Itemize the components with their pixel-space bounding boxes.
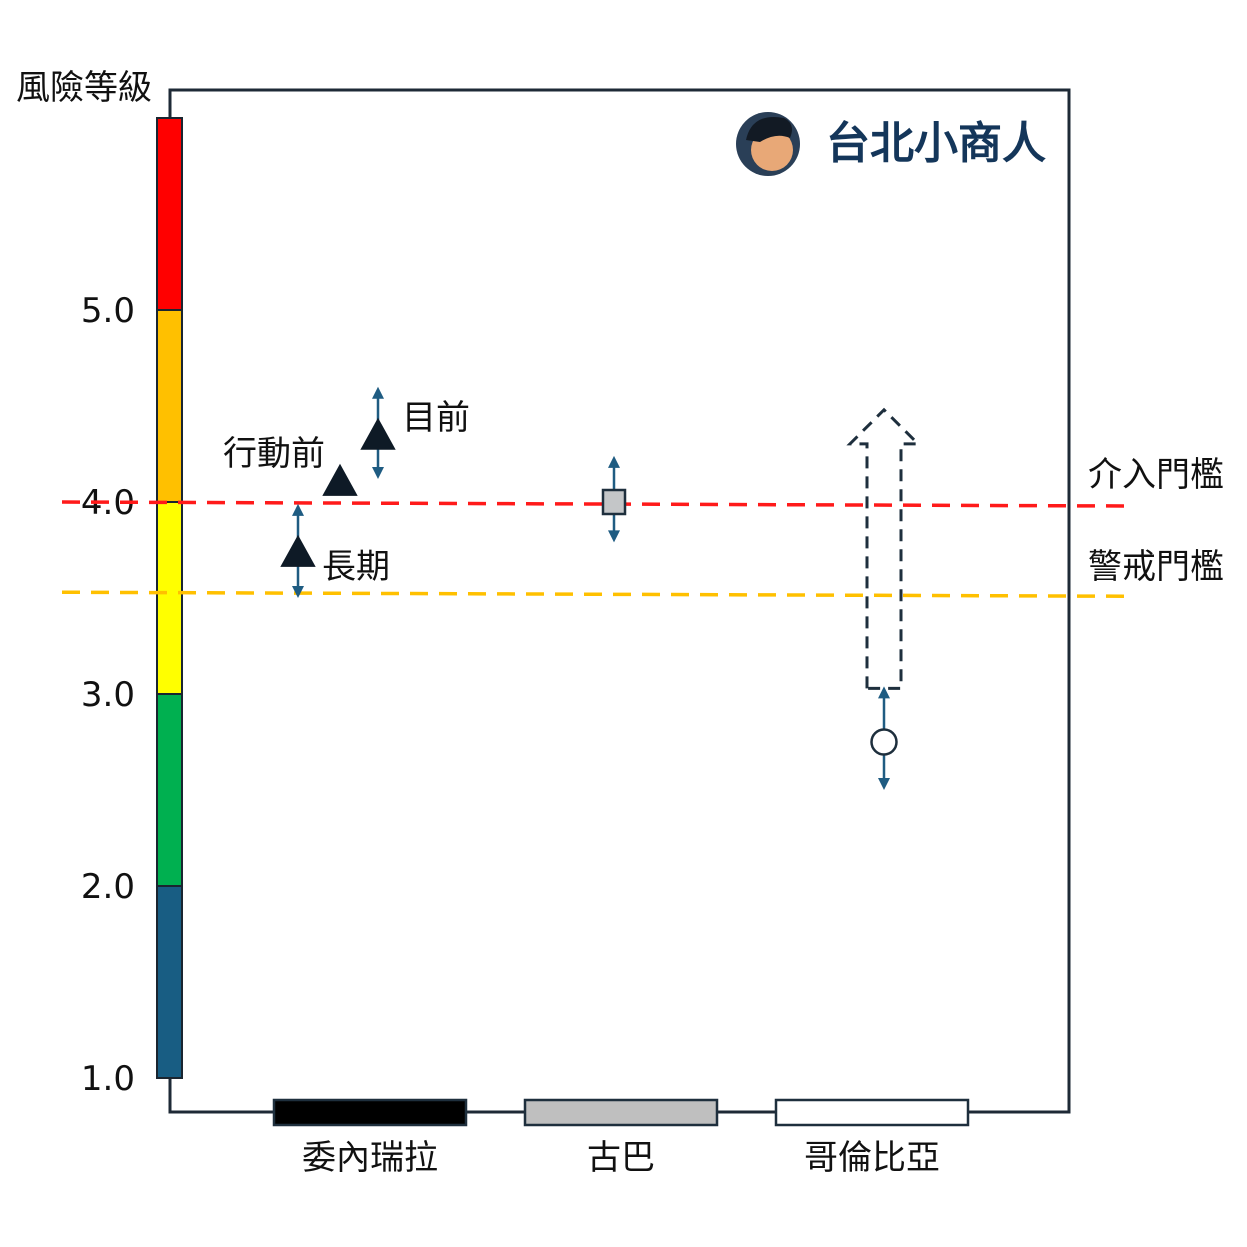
range-arrow-up	[878, 686, 890, 699]
risk-color-scale	[156, 117, 183, 1079]
triangle-marker	[360, 417, 396, 450]
y-tick-label: 3.0	[81, 675, 135, 715]
square-marker	[601, 488, 627, 516]
range-arrow-down	[292, 586, 304, 598]
range-arrow-up	[608, 455, 620, 468]
range-arrow-up	[292, 503, 304, 516]
point-label: 長期	[322, 547, 390, 587]
risk-band-4	[156, 309, 183, 503]
category-label: 古巴	[587, 1138, 655, 1178]
threshold-line	[61, 500, 1125, 508]
risk-band-5	[156, 117, 183, 311]
category-box	[774, 1098, 970, 1127]
circle-marker	[870, 728, 898, 756]
brand-logo: 台北小商人	[736, 112, 1046, 176]
risk-band-3	[156, 501, 183, 695]
threshold-line	[61, 590, 1125, 598]
range-arrow-up	[372, 386, 384, 399]
brand-name: 台北小商人	[826, 118, 1046, 169]
y-tick-label: 2.0	[81, 867, 135, 907]
triangle-marker	[280, 534, 316, 567]
trend-arrows	[846, 407, 922, 690]
category-legend: 委內瑞拉 古巴 哥倫比亞	[272, 1098, 970, 1178]
range-arrow-down	[878, 778, 890, 790]
category-label: 哥倫比亞	[804, 1138, 940, 1178]
y-tick-label: 5.0	[81, 291, 135, 331]
triangle-marker	[322, 463, 358, 496]
threshold-label: 介入門檻	[1088, 455, 1224, 495]
category-label: 委內瑞拉	[302, 1138, 438, 1178]
point-label: 目前	[402, 398, 470, 438]
point-label: 行動前	[223, 434, 325, 474]
threshold-label: 警戒門檻	[1088, 547, 1224, 587]
y-tick-labels: 1.02.03.04.05.0	[81, 291, 135, 1099]
risk-band-2	[156, 693, 183, 887]
category-box	[272, 1098, 468, 1127]
range-arrow-down	[608, 530, 620, 543]
y-axis-title: 風險等級	[16, 68, 152, 108]
avatar-hair	[746, 116, 792, 142]
plot-frame	[168, 88, 1071, 1114]
category-box	[523, 1098, 719, 1127]
risk-band-1	[156, 885, 183, 1079]
range-arrow-down	[372, 466, 384, 479]
y-tick-label: 1.0	[81, 1059, 135, 1099]
trend-arrow	[846, 407, 922, 690]
